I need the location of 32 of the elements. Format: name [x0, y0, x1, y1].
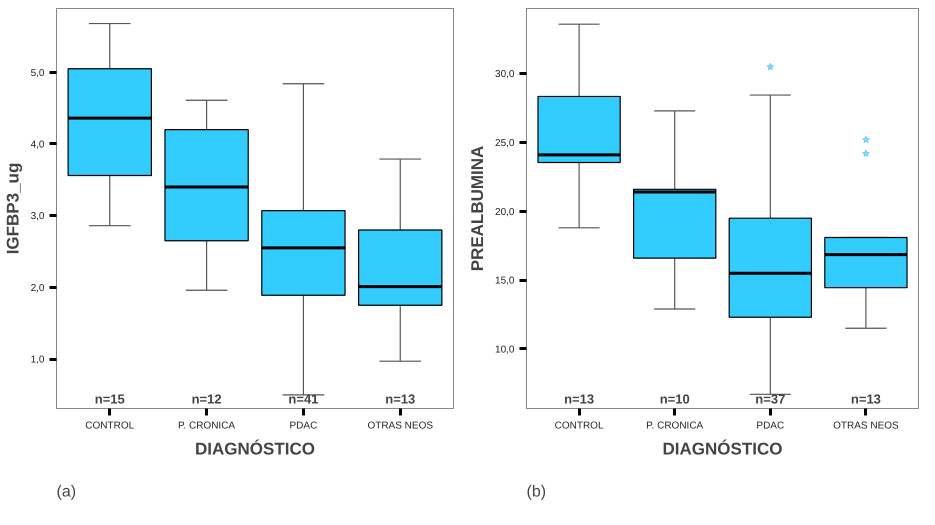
x-tick-label: P. CRONICA — [178, 420, 236, 432]
y-tick-label: 2,0 — [30, 282, 45, 294]
x-tick-label: OTRAS NEOS — [833, 420, 900, 432]
y-tick-label: 25,0 — [495, 138, 515, 150]
y-tick-label: 3,0 — [30, 211, 45, 222]
text: (a) — [56, 484, 76, 500]
x-tick-label: PDAC — [290, 420, 318, 432]
annotation: n=12 — [192, 392, 222, 406]
annotation: n=10 — [660, 392, 690, 406]
x-axis-title: DIAGNÓSTICO — [662, 438, 782, 458]
x-tick-label: CONTROL — [85, 420, 135, 432]
x-tick-label: PDAC — [756, 420, 784, 432]
annotation: n=15 — [94, 392, 125, 406]
annotation: n=41 — [288, 392, 318, 406]
annotation: n=13 — [564, 392, 594, 406]
annotation: n=13 — [385, 392, 416, 406]
x-tick-label: OTRAS NEOS — [367, 420, 434, 432]
y-tick-label: 1,0 — [30, 354, 45, 366]
annotation: n=37 — [755, 392, 786, 406]
y-tick-label: 4,0 — [30, 139, 45, 150]
x-tick-label: CONTROL — [554, 420, 604, 432]
x-tick-label: P. CRONICA — [646, 420, 704, 432]
y-tick-label: 15,0 — [495, 276, 515, 287]
x-axis-title: DIAGNÓSTICO — [195, 438, 315, 458]
annotation: n=13 — [850, 392, 881, 406]
y-tick-label: 5,0 — [30, 68, 45, 79]
y-tick-label: 10,0 — [495, 344, 515, 356]
y-axis-title: PREALBUMINA — [468, 146, 488, 272]
y-tick-label: 20,0 — [495, 206, 515, 218]
y-axis-title: IGFBP3_ug — [4, 162, 23, 254]
y-tick-label: 30,0 — [495, 69, 515, 80]
text: (b) — [526, 484, 546, 500]
